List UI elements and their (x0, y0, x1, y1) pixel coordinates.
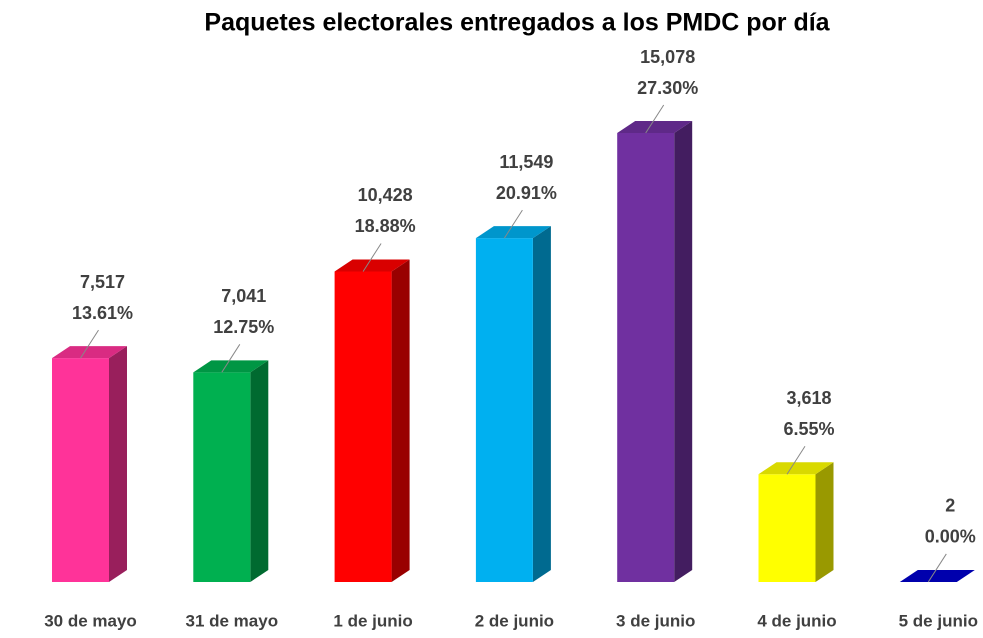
bar-top (758, 462, 834, 475)
bar (334, 259, 410, 582)
x-tick-label: 3 de junio (616, 611, 695, 630)
share-label: 13.61% (72, 303, 133, 323)
bar-front (52, 358, 109, 582)
bar (758, 462, 834, 582)
bar-front (475, 238, 533, 583)
x-tick-label: 31 de mayo (185, 611, 278, 630)
value-label: 11,549 (499, 152, 553, 172)
bar-side (674, 121, 693, 582)
value-label: 2 (945, 496, 955, 516)
bar-top (617, 121, 693, 133)
bar-front (334, 271, 392, 582)
share-label: 27.30% (637, 78, 698, 98)
x-tick-label: 1 de junio (333, 611, 412, 630)
leader-line (80, 329, 99, 359)
x-tick-label: 5 de junio (899, 611, 978, 630)
share-label: 0.00% (925, 527, 976, 547)
chart-title: Paquetes electorales entregados a los PM… (204, 9, 830, 37)
value-label: 10,428 (358, 185, 413, 205)
leader-line (786, 445, 806, 475)
share-label: 20.91% (496, 183, 557, 203)
bar-side (250, 360, 269, 582)
bar-front (193, 372, 251, 582)
x-tick-label: 30 de mayo (44, 611, 137, 630)
bar-top (334, 259, 410, 272)
bar-side (815, 462, 834, 582)
share-label: 12.75% (213, 317, 274, 337)
bar-side (532, 226, 551, 583)
value-label: 15,078 (640, 47, 695, 67)
bar (475, 226, 551, 583)
leader-line (645, 104, 665, 134)
bar-top (475, 226, 551, 239)
bar-side (109, 346, 127, 582)
bar (617, 121, 693, 582)
share-label: 18.88% (355, 216, 416, 236)
leader-line (362, 243, 382, 272)
bar (52, 346, 127, 582)
x-tick-label: 4 de junio (757, 611, 836, 630)
bar-side (391, 259, 410, 582)
leader-line (221, 344, 241, 373)
leader-line (927, 553, 947, 583)
value-label: 3,618 (786, 388, 831, 408)
bar (899, 569, 975, 582)
leader-line (503, 209, 523, 239)
bar-top (899, 569, 975, 582)
share-label: 6.55% (783, 419, 834, 439)
bar-front (758, 474, 816, 582)
bar (193, 360, 269, 582)
bar-side (956, 569, 975, 582)
bar-front (617, 133, 675, 582)
value-label: 7,041 (221, 286, 266, 306)
value-label: 7,517 (80, 272, 125, 292)
bar-top (52, 346, 127, 359)
x-tick-label: 2 de junio (475, 611, 554, 630)
bar-top (193, 360, 269, 373)
